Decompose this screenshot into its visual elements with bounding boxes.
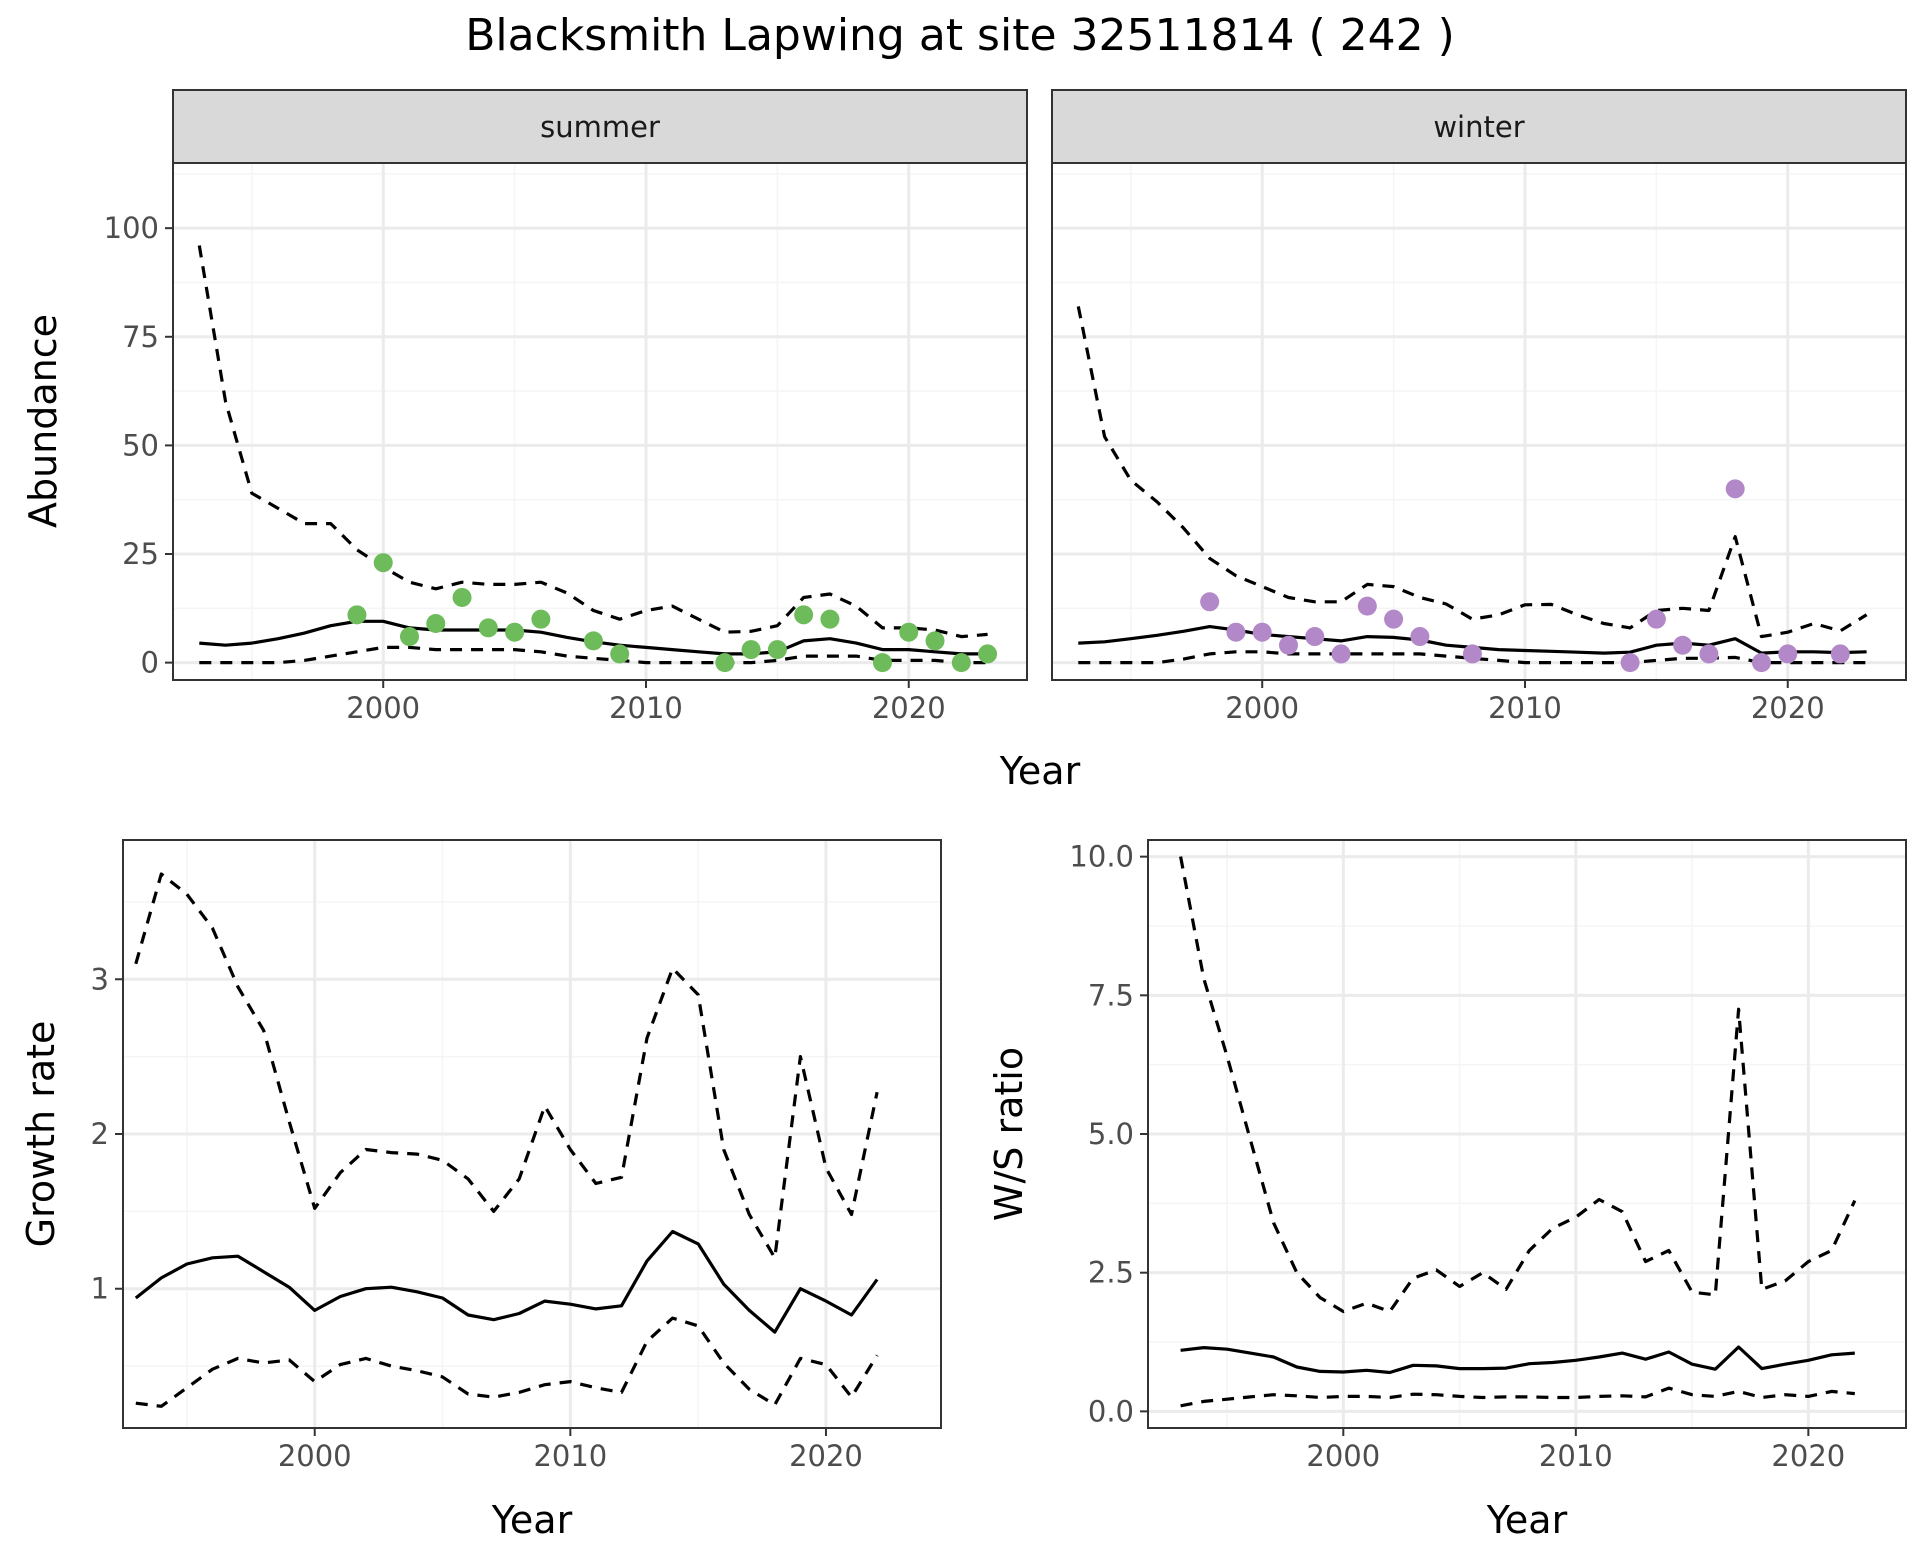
y-tick-label: 0 bbox=[141, 646, 159, 680]
data-point bbox=[1462, 644, 1482, 664]
x-tick-label: 2020 bbox=[1771, 1439, 1845, 1473]
x-tick-label: 2000 bbox=[278, 1439, 352, 1473]
x-tick-label: 2010 bbox=[533, 1439, 607, 1473]
series-line-lower bbox=[199, 645, 988, 665]
y-tick-label: 2.5 bbox=[1088, 1256, 1134, 1290]
data-point bbox=[1384, 609, 1404, 629]
data-point bbox=[1725, 479, 1745, 499]
data-point bbox=[1830, 644, 1850, 664]
data-point bbox=[767, 640, 787, 660]
data-point bbox=[1357, 596, 1377, 616]
data-point bbox=[899, 622, 919, 642]
data-point bbox=[1751, 653, 1771, 673]
x-tick-label: 2010 bbox=[1488, 691, 1562, 725]
data-point bbox=[820, 609, 840, 629]
y-axis-title: W/S ratio bbox=[987, 1047, 1031, 1221]
data-point bbox=[583, 631, 603, 651]
data-point bbox=[741, 640, 761, 660]
y-tick-label: 3 bbox=[91, 962, 109, 996]
data-point bbox=[1673, 635, 1693, 655]
data-point bbox=[610, 644, 630, 664]
y-tick-label: 1 bbox=[91, 1272, 109, 1306]
y-tick-label: 10.0 bbox=[1069, 840, 1134, 874]
series-line-lower bbox=[1078, 650, 1867, 665]
x-tick-label: 2010 bbox=[609, 691, 683, 725]
series-line-upper bbox=[1076, 306, 1868, 639]
series-line-lower bbox=[1180, 1386, 1855, 1408]
series-line-mean bbox=[134, 1229, 879, 1334]
facet-panel-winter: 2000 2010 2020 winter bbox=[1051, 89, 1907, 725]
x-axis-title: Year bbox=[1486, 1498, 1568, 1542]
data-point bbox=[373, 553, 393, 573]
y-tick-label: 5.0 bbox=[1088, 1117, 1134, 1151]
main-title: Blacksmith Lapwing at site 32511814 ( 24… bbox=[465, 10, 1454, 61]
y-tick-label: 2 bbox=[91, 1117, 109, 1151]
series-line-upper bbox=[134, 872, 879, 1260]
y-tick-label: 100 bbox=[104, 211, 159, 245]
facet-strip bbox=[172, 89, 1028, 164]
data-point bbox=[715, 653, 735, 673]
series-line-lower bbox=[135, 1316, 879, 1408]
abundance-chart: 2000 2010 2020 0 25 50 75 100 summer 2000 2010 2020… bbox=[21, 89, 1907, 793]
data-point bbox=[399, 627, 419, 647]
y-axis-title: Growth rate bbox=[19, 1021, 63, 1248]
data-point bbox=[794, 605, 814, 625]
x-tick-label: 2000 bbox=[346, 691, 420, 725]
data-point bbox=[1778, 644, 1798, 664]
data-point bbox=[925, 631, 945, 651]
x-tick-label: 2000 bbox=[1306, 1439, 1380, 1473]
data-point bbox=[478, 618, 498, 638]
y-tick-label: 75 bbox=[122, 320, 159, 354]
data-point bbox=[1305, 627, 1325, 647]
facet-strip bbox=[1051, 89, 1907, 164]
y-axis-title: Abundance bbox=[21, 314, 65, 528]
data-point bbox=[1410, 627, 1430, 647]
data-point bbox=[1646, 609, 1666, 629]
growth-rate-chart: 2000 2010 2020 1 2 3 Year Growth rate bbox=[19, 839, 942, 1542]
plot-background bbox=[1052, 163, 1906, 680]
y-tick-label: 7.5 bbox=[1088, 978, 1134, 1012]
x-tick-label: 2020 bbox=[1751, 691, 1825, 725]
plot-background bbox=[173, 163, 1027, 680]
data-point bbox=[1226, 622, 1246, 642]
x-axis-title: Year bbox=[999, 749, 1081, 793]
data-point bbox=[1252, 622, 1272, 642]
x-tick-label: 2010 bbox=[1539, 1439, 1613, 1473]
data-point bbox=[505, 622, 525, 642]
data-point bbox=[347, 605, 367, 625]
data-point bbox=[1200, 592, 1220, 612]
x-tick-label: 2000 bbox=[1225, 691, 1299, 725]
data-point bbox=[426, 614, 446, 634]
data-point bbox=[978, 644, 998, 664]
data-point bbox=[1331, 644, 1351, 664]
data-point bbox=[872, 653, 892, 673]
data-point bbox=[531, 609, 551, 629]
series-line-upper bbox=[197, 245, 988, 639]
series-line-mean bbox=[1180, 1345, 1855, 1375]
ws-ratio-chart: 2000 2010 2020 0.0 2.5 5.0 7.5 10.0 Year W/S rati… bbox=[987, 839, 1907, 1542]
x-tick-label: 2020 bbox=[789, 1439, 863, 1473]
facet-strip-label: winter bbox=[1433, 110, 1524, 144]
y-tick-label: 25 bbox=[122, 537, 159, 571]
y-tick-label: 50 bbox=[122, 428, 159, 462]
data-point bbox=[1620, 653, 1640, 673]
data-point bbox=[951, 653, 971, 673]
data-point bbox=[452, 587, 472, 607]
facet-panel-summer: 2000 2010 2020 0 25 50 75 100 summer bbox=[104, 89, 1028, 725]
facet-strip-label: summer bbox=[540, 110, 660, 144]
series-line-upper bbox=[1179, 856, 1857, 1314]
data-point bbox=[1699, 644, 1719, 664]
y-tick-label: 0.0 bbox=[1088, 1394, 1134, 1428]
x-axis-title: Year bbox=[491, 1498, 573, 1542]
x-tick-label: 2020 bbox=[872, 691, 946, 725]
data-point bbox=[1278, 635, 1298, 655]
